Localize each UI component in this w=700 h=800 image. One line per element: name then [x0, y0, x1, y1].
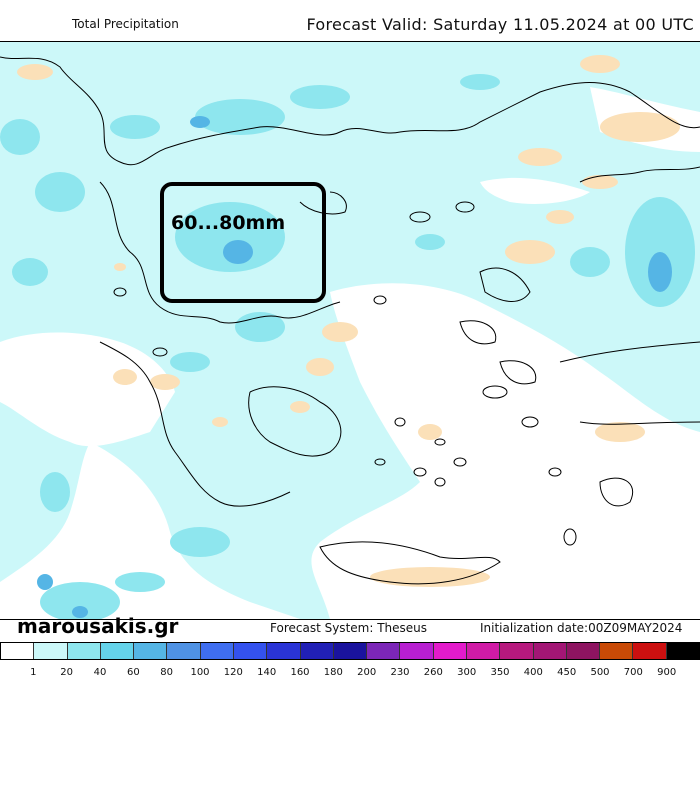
scale-tick-label: 160	[290, 667, 310, 678]
scale-tick-label: 40	[93, 667, 107, 678]
map-svg	[0, 42, 700, 619]
sea-aegean-south	[311, 283, 700, 619]
color-swatch	[333, 643, 368, 659]
color-swatch	[600, 643, 634, 659]
color-swatch	[400, 643, 434, 659]
coastlines	[0, 56, 700, 585]
forecast-system: Forecast System: Theseus	[270, 621, 428, 635]
color-swatch	[200, 643, 234, 659]
sea-gulf	[480, 177, 590, 204]
scale-tick-label: 300	[457, 667, 477, 678]
sea-ionian	[0, 332, 175, 447]
color-swatch	[100, 643, 135, 659]
color-swatch	[233, 643, 268, 659]
scale-tick-label: 200	[357, 667, 377, 678]
color-swatch	[134, 643, 168, 659]
color-swatch	[433, 643, 467, 659]
color-swatch	[1, 643, 35, 659]
scale-tick-label: 230	[390, 667, 410, 678]
color-scale-bar	[0, 642, 700, 660]
color-swatch	[500, 643, 534, 659]
scale-tick-label: 700	[623, 667, 643, 678]
precipitation-map: 60...80mm	[0, 41, 700, 620]
scale-tick-label: 1	[30, 667, 37, 678]
scale-tick-label: 260	[423, 667, 443, 678]
valid-date: Saturday 11.05.2024 at 00 UTC	[433, 15, 694, 34]
scale-tick-label: 180	[323, 667, 343, 678]
scale-tick-label: 900	[657, 667, 677, 678]
scale-tick-label: 80	[160, 667, 174, 678]
color-swatch	[267, 643, 301, 659]
light-rain-patches	[17, 55, 680, 617]
initialization-date: Initialization date:00Z09MAY2024	[480, 621, 683, 635]
islands	[113, 201, 577, 546]
scale-tick-label: 450	[557, 667, 577, 678]
color-swatch	[67, 643, 101, 659]
header-valid: Forecast Valid: Saturday 11.05.2024 at 0…	[306, 15, 694, 34]
scale-tick-label: 350	[490, 667, 510, 678]
scale-tick-label: 500	[590, 667, 610, 678]
color-swatch	[533, 643, 567, 659]
scale-tick-label: 120	[223, 667, 243, 678]
highlight-label: 60...80mm	[171, 212, 286, 234]
valid-label: Forecast Valid:	[306, 15, 428, 34]
color-swatch	[633, 643, 667, 659]
scale-tick-label: 140	[257, 667, 277, 678]
color-swatch	[300, 643, 334, 659]
scale-tick-label: 100	[190, 667, 210, 678]
scale-tick-label: 400	[523, 667, 543, 678]
heavy-rain-spots	[37, 116, 672, 618]
moderate-rain-patches	[0, 74, 695, 619]
header-title: Total Precipitation	[72, 17, 179, 31]
color-swatch	[666, 643, 699, 659]
scale-tick-label: 20	[60, 667, 74, 678]
sea-ionian-south	[0, 442, 300, 619]
highlight-box	[160, 182, 326, 303]
color-swatch	[34, 643, 68, 659]
color-swatch	[167, 643, 201, 659]
color-swatch	[466, 643, 501, 659]
color-scale-ticks: 1 20 40 60 80 100 120 140 160 180 200 230 260 300 350 4…	[0, 667, 700, 681]
color-swatch	[566, 643, 601, 659]
scale-tick-label: 60	[126, 667, 140, 678]
color-swatch	[367, 643, 401, 659]
brand-logo: marousakis.gr	[17, 614, 179, 638]
